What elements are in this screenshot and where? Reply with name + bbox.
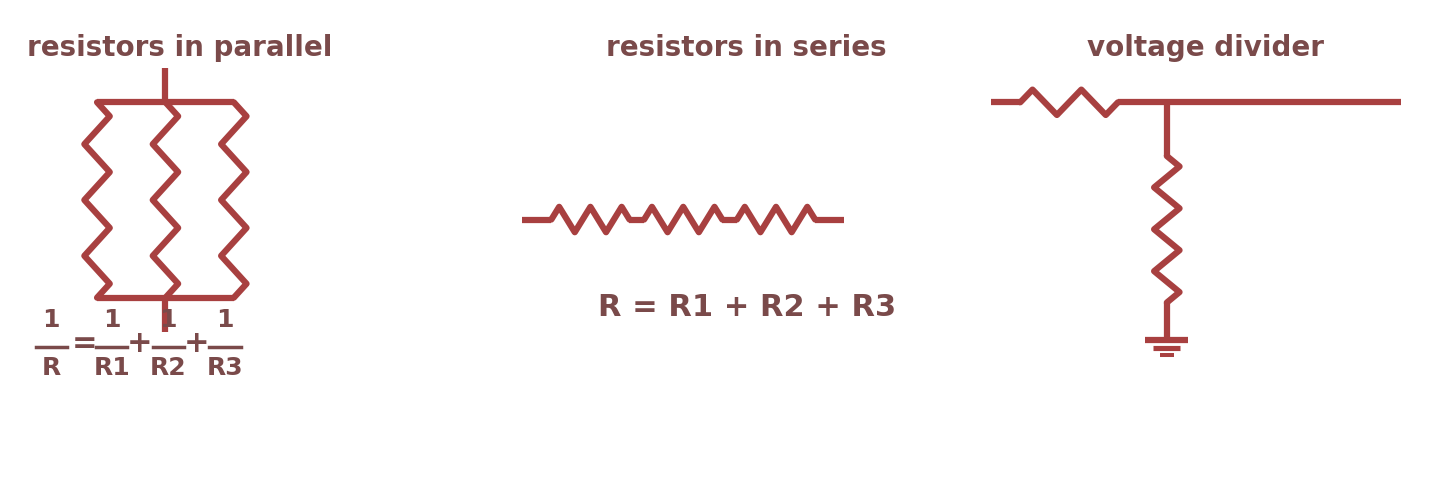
Text: voltage divider: voltage divider (1088, 34, 1325, 62)
Text: R1: R1 (93, 356, 130, 380)
Text: R2: R2 (150, 356, 186, 380)
Text: resistors in parallel: resistors in parallel (28, 34, 333, 62)
Text: R3: R3 (207, 356, 243, 380)
Text: =: = (71, 329, 98, 358)
Text: resistors in series: resistors in series (606, 34, 887, 62)
Text: R: R (42, 356, 61, 380)
Text: R = R1 + R2 + R3: R = R1 + R2 + R3 (597, 293, 895, 322)
Text: +: + (183, 329, 210, 358)
Text: 1: 1 (42, 308, 60, 332)
Text: 1: 1 (160, 308, 178, 332)
Text: +: + (127, 329, 153, 358)
Text: 1: 1 (103, 308, 121, 332)
Text: 1: 1 (217, 308, 234, 332)
